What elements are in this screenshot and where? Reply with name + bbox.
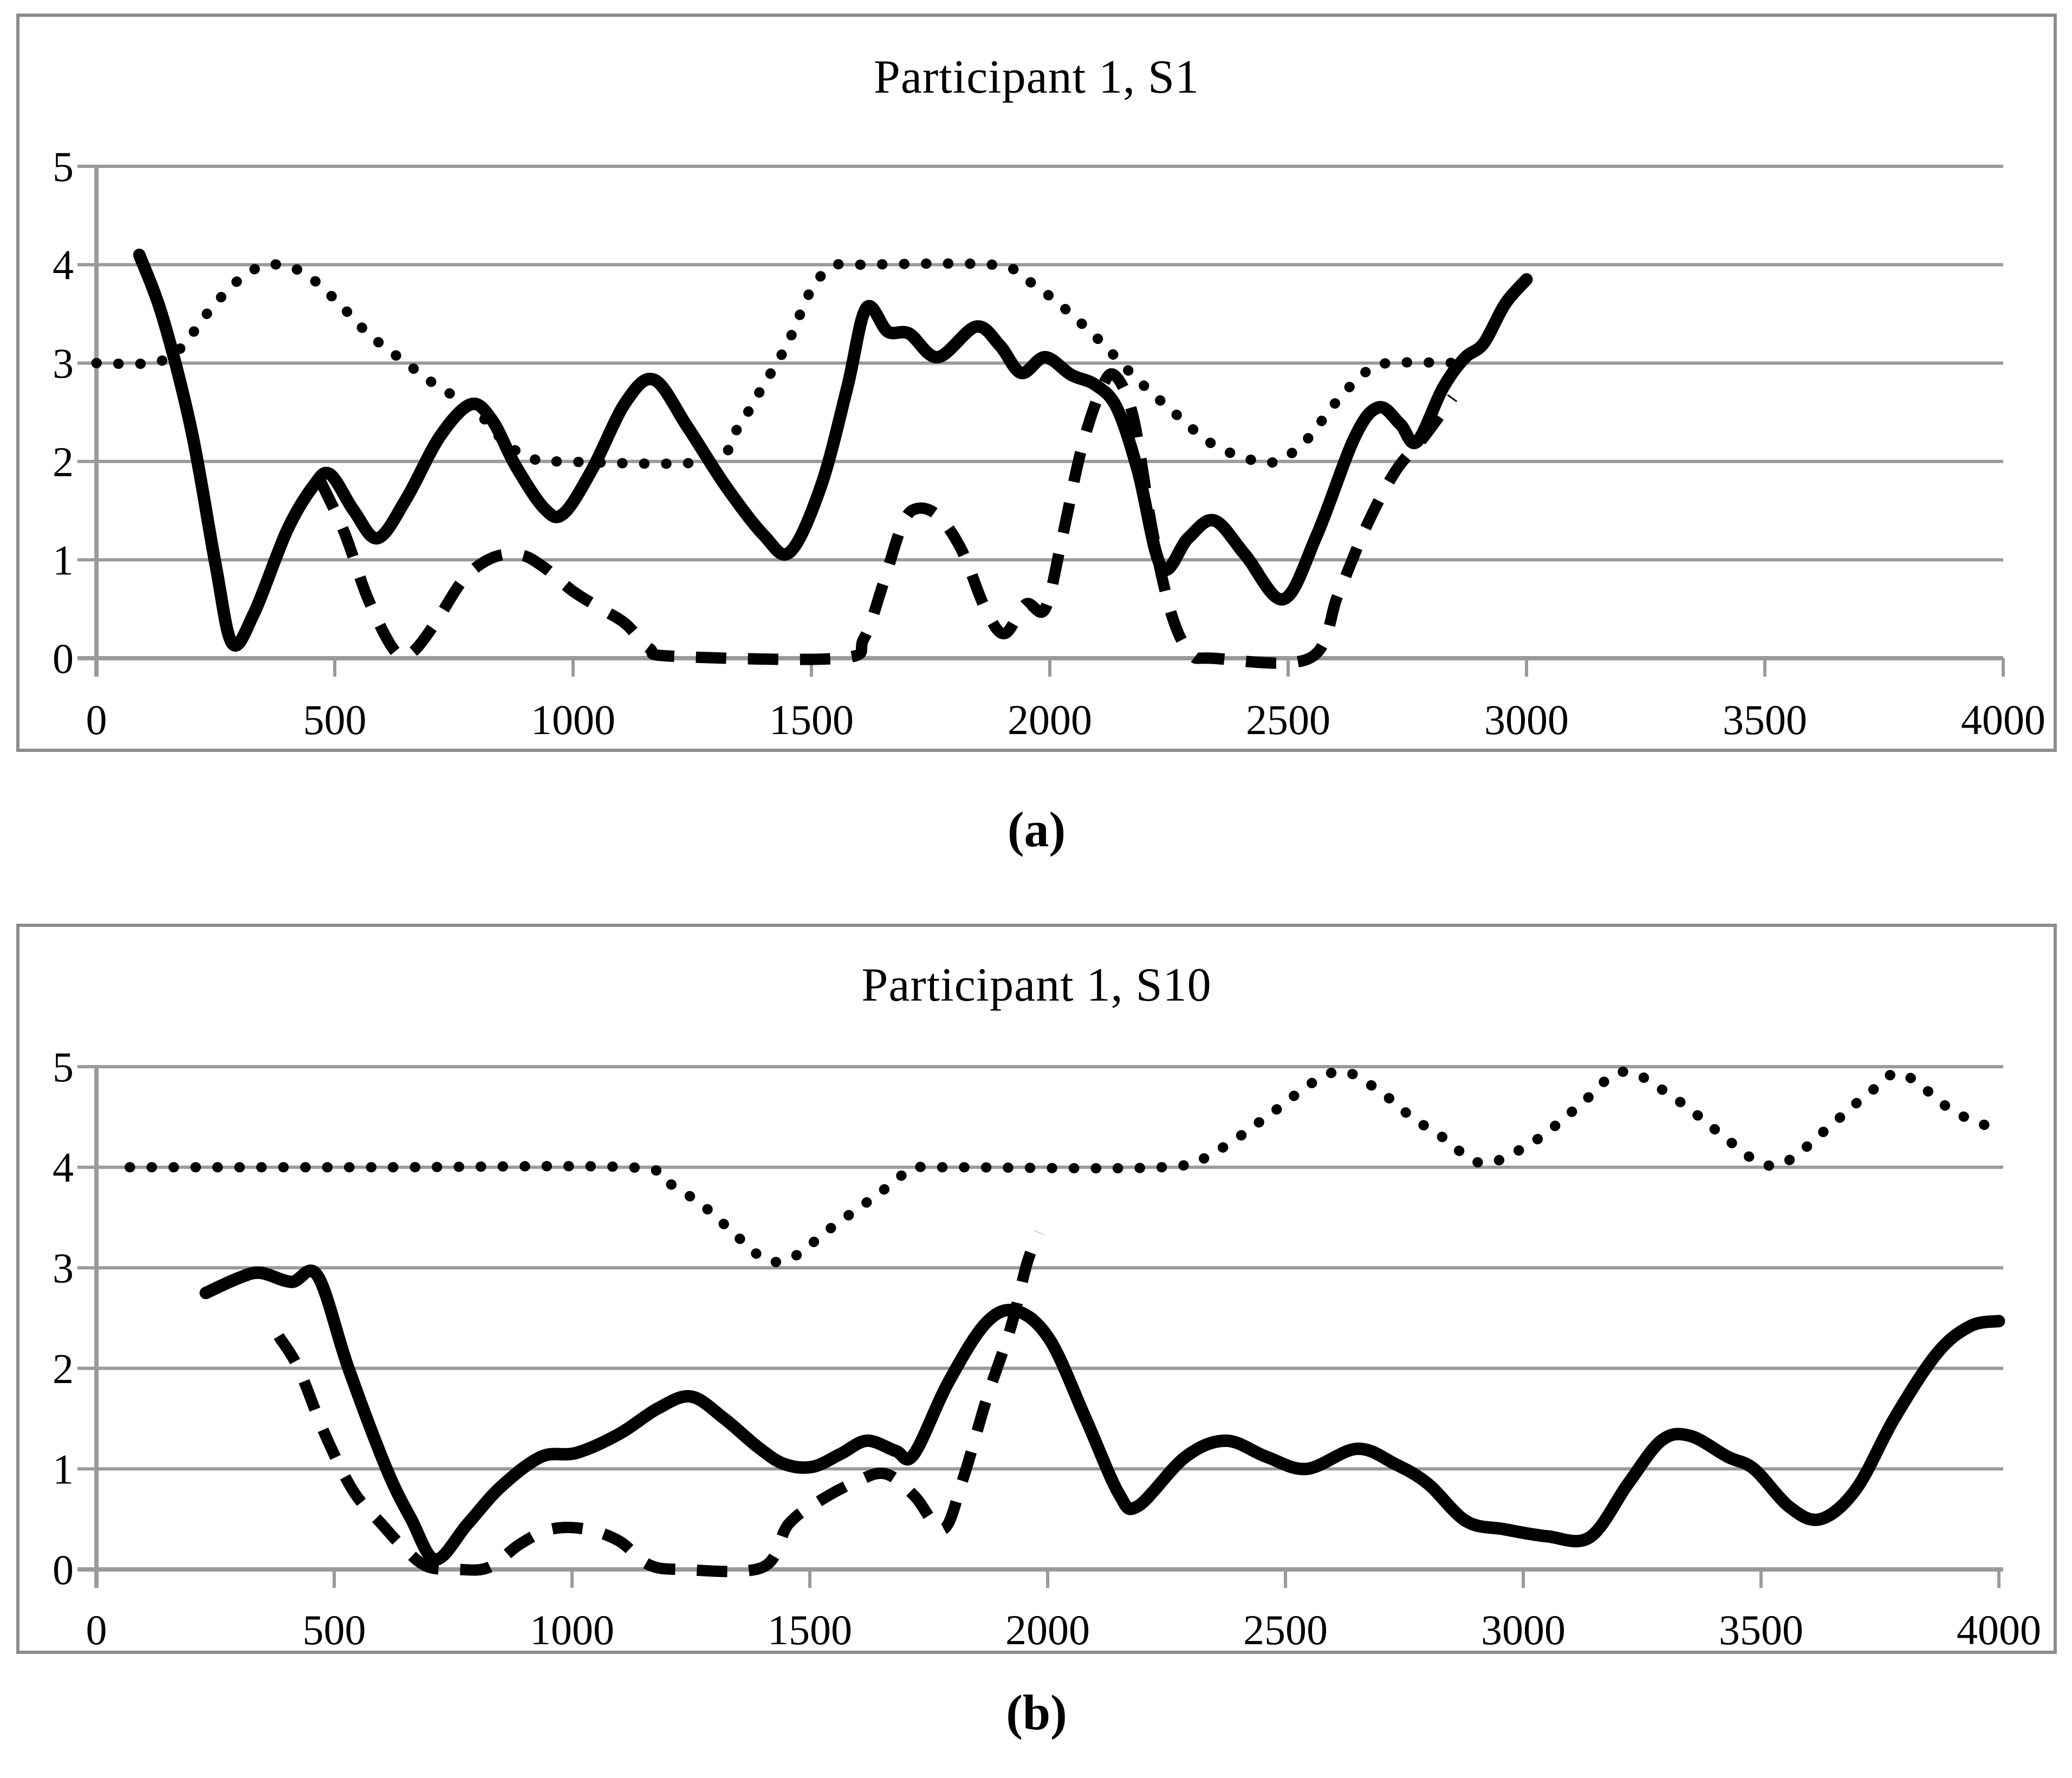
chart-a-title: Participant 1, S1 (873, 51, 1200, 103)
chart-b-title: Participant 1, S10 (861, 959, 1212, 1011)
chart-a-caption: (a) (1007, 802, 1066, 857)
chart-a-border (16, 14, 2057, 752)
chart-b-border (16, 924, 2057, 1654)
chart-b-caption: (b) (1006, 1685, 1067, 1740)
